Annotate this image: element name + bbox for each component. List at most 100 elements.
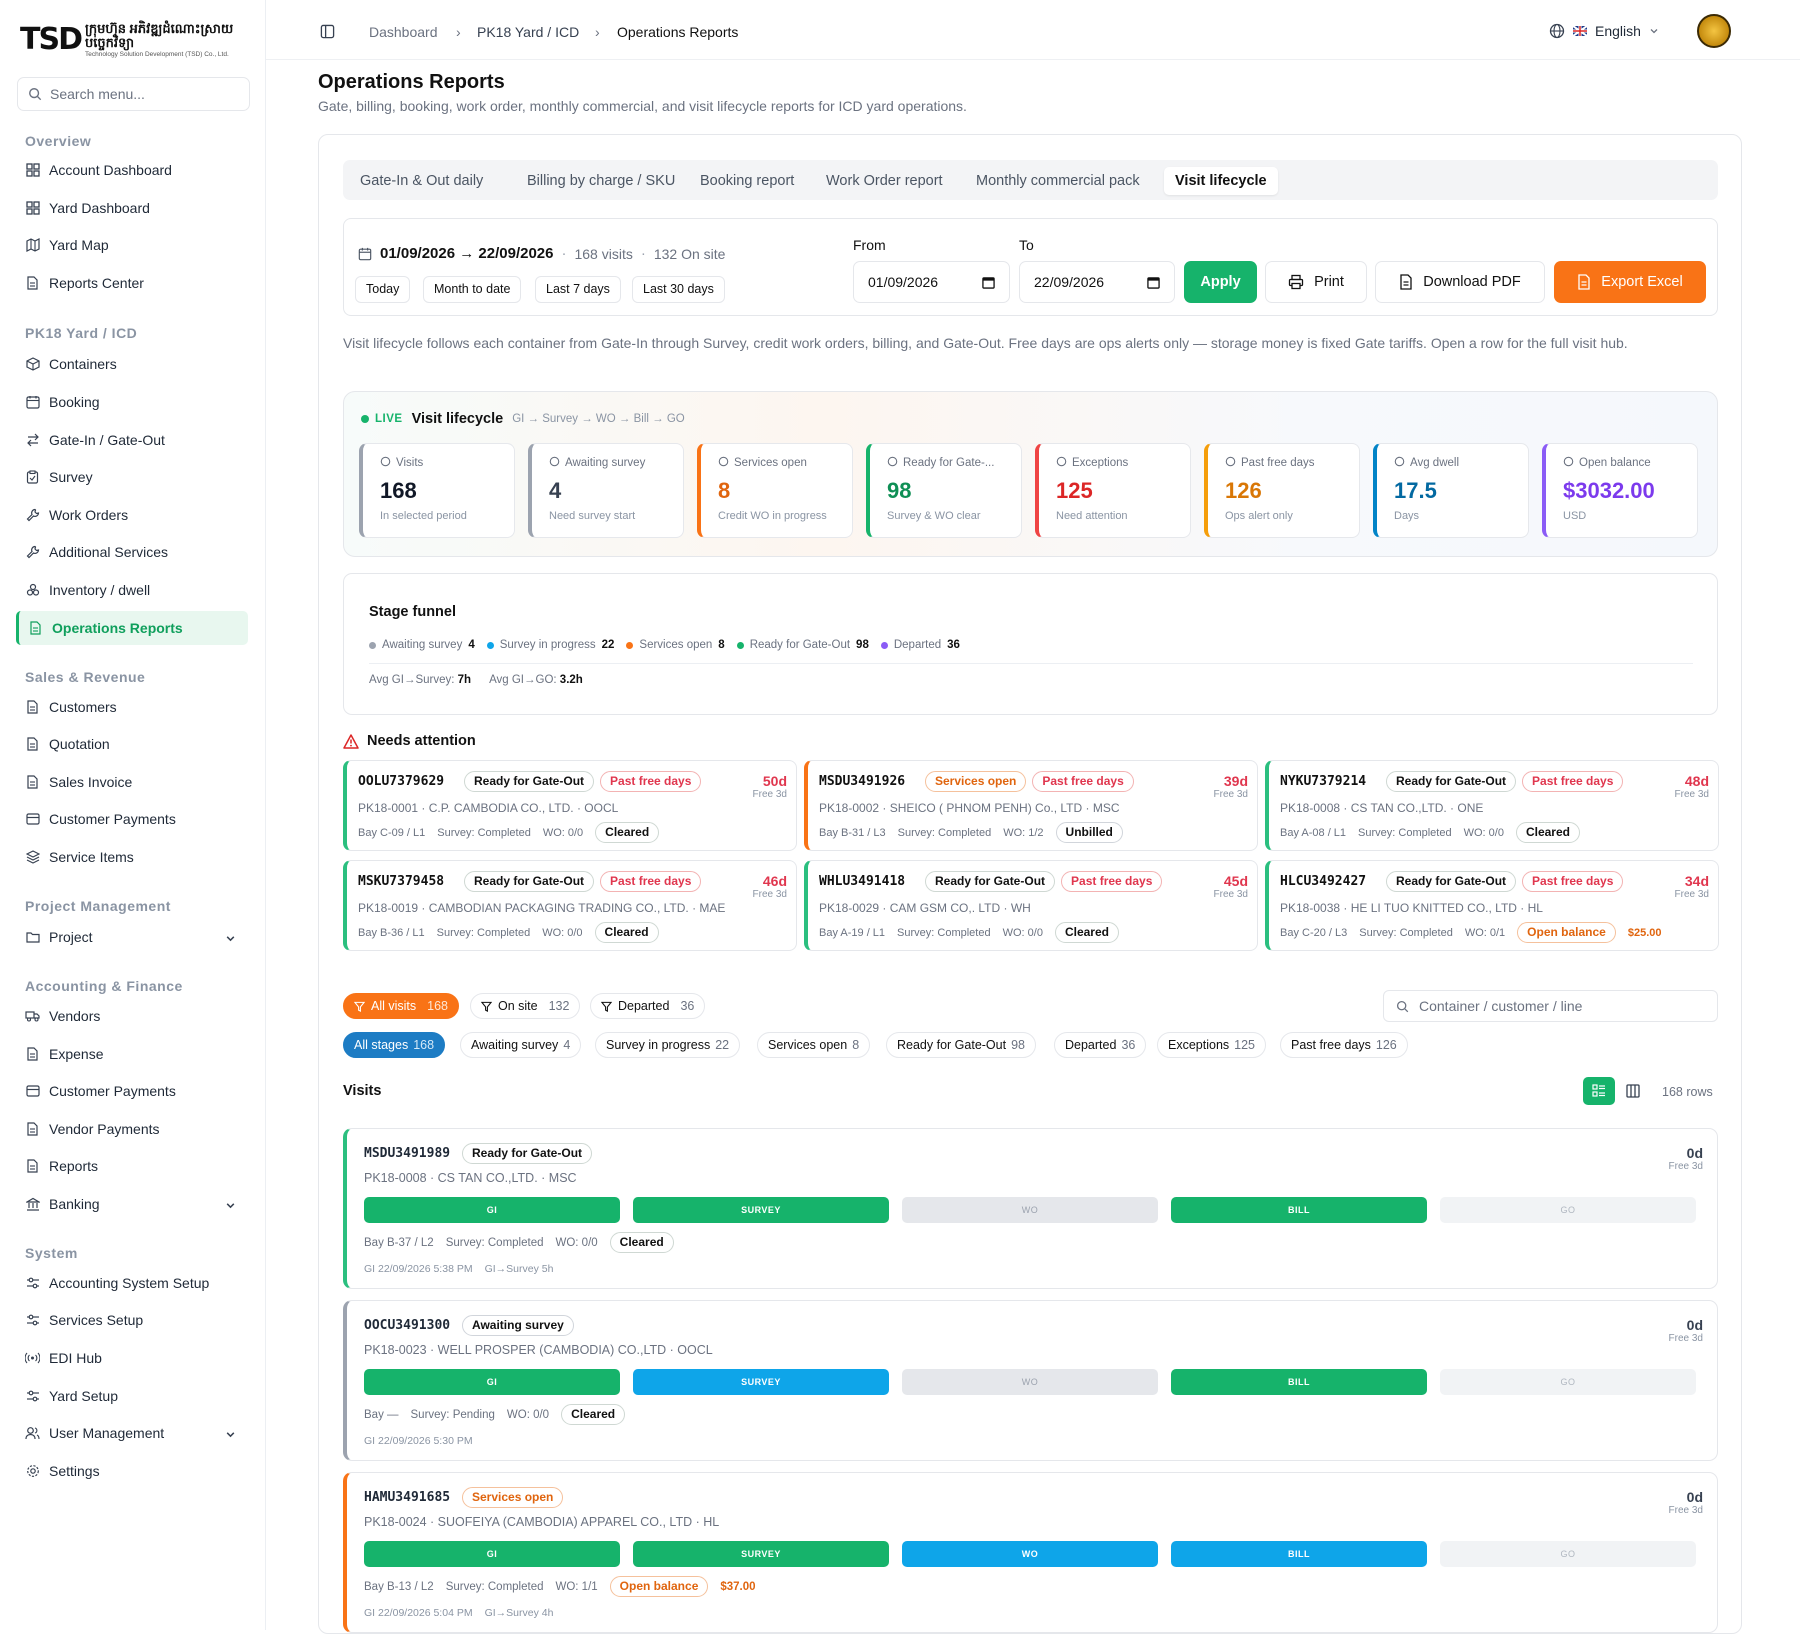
quick-range-today[interactable]: Today xyxy=(355,276,411,303)
sidebar-item-yard-dashboard[interactable]: Yard Dashboard xyxy=(16,191,248,225)
tab-visit-lifecycle[interactable]: Visit lifecycle xyxy=(1164,167,1278,195)
sidebar-item-reports[interactable]: Reports xyxy=(16,1149,248,1183)
tab-booking-report[interactable]: Booking report xyxy=(700,173,795,189)
visit-filter-all-visits[interactable]: All visits 168 xyxy=(343,993,460,1019)
stage-filter-all-stages[interactable]: All stages 168 xyxy=(343,1032,446,1058)
sidebar-item-label: Yard Setup xyxy=(49,1388,119,1404)
kpi-card-exceptions[interactable]: Exceptions 125 Need attention xyxy=(1035,443,1191,538)
stage-filter-services-open[interactable]: Services open 8 xyxy=(757,1032,871,1058)
tab-monthly-commercial-pack[interactable]: Monthly commercial pack xyxy=(976,173,1140,189)
tab-billing-by-charge[interactable]: Billing by charge / SKU xyxy=(527,173,676,189)
stage-filter-past-free-days[interactable]: Past free days 126 xyxy=(1280,1032,1408,1058)
stage-filter-awaiting-survey[interactable]: Awaiting survey 4 xyxy=(460,1032,582,1058)
visit-card[interactable]: OOCU3491300 Awaiting survey PK18-0023 · WE… xyxy=(343,1300,1718,1461)
language-label: English xyxy=(1595,23,1641,39)
column-view-toggle[interactable] xyxy=(1619,1077,1647,1105)
kpi-card-open-balance[interactable]: Open balance $3032.00 USD xyxy=(1542,443,1698,538)
sidebar-item-operations-reports[interactable]: Operations Reports xyxy=(16,611,248,645)
sidebar-item-vendors[interactable]: Vendors xyxy=(16,999,248,1033)
sidebar-item-inventory-dwell[interactable]: Inventory / dwell xyxy=(16,573,248,607)
kpi-card-avg-dwell[interactable]: Avg dwell 17.5 Days xyxy=(1373,443,1529,538)
sidebar-item-expense[interactable]: Expense xyxy=(16,1037,248,1071)
sidebar-item-customer-payments[interactable]: Customer Payments xyxy=(16,1074,248,1108)
attention-card[interactable]: NYKU7379214 Ready for Gate-Out Past free d… xyxy=(1265,760,1719,851)
kpi-card-visits[interactable]: Visits 168 In selected period xyxy=(359,443,515,538)
kpi-label: Services open xyxy=(734,457,807,469)
stage-bar-bill: BILL xyxy=(1171,1197,1427,1223)
language-selector[interactable]: English xyxy=(1549,23,1659,39)
from-date-input[interactable]: 01/09/2026 xyxy=(853,261,1010,303)
apply-button[interactable]: Apply xyxy=(1184,261,1257,303)
sidebar-item-accounting-system-setup[interactable]: Accounting System Setup xyxy=(16,1266,248,1300)
sidebar: TSD ក្រុមហ៊ុន អភិវឌ្ឍដំណោះស្រាយបច្ចេកវិទ… xyxy=(0,0,266,1630)
visit-card[interactable]: HAMU3491685 Services open PK18-0024 · SUOF… xyxy=(343,1472,1718,1633)
sidebar-item-customer-payments[interactable]: Customer Payments xyxy=(16,802,248,836)
card-view-toggle[interactable] xyxy=(1583,1077,1615,1105)
sidebar-item-quotation[interactable]: Quotation xyxy=(16,727,248,761)
funnel-dot-icon xyxy=(486,641,494,649)
gi-survey-delta: GI→Survey 4h xyxy=(484,1607,554,1619)
gate-in-timestamp-row: GI 22/09/2026 5:38 PM GI→Survey 5h xyxy=(364,1263,553,1275)
billing-badge: Cleared xyxy=(561,1404,626,1425)
menu-search-input[interactable]: Search menu... xyxy=(17,77,250,111)
sidebar-item-edi-hub[interactable]: EDI Hub xyxy=(16,1341,248,1375)
visits-title: Visits xyxy=(343,1083,382,1099)
filter-icon xyxy=(481,1001,492,1012)
quick-range-last-7-days[interactable]: Last 7 days xyxy=(535,276,621,303)
sidebar-item-additional-services[interactable]: Additional Services xyxy=(16,535,248,569)
attention-card[interactable]: OOLU7379629 Ready for Gate-Out Past free d… xyxy=(343,760,797,851)
kpi-card-services-open[interactable]: Services open 8 Credit WO in progress xyxy=(697,443,853,538)
sidebar-item-survey[interactable]: Survey xyxy=(16,460,248,494)
download-pdf-button[interactable]: Download PDF xyxy=(1375,261,1545,303)
kpi-card-past-free-days[interactable]: Past free days 126 Ops alert only xyxy=(1204,443,1360,538)
tab-gate-in-out-daily[interactable]: Gate-In & Out daily xyxy=(360,173,484,189)
sidebar-item-project[interactable]: Project xyxy=(16,920,248,954)
sidebar-item-gate-in-gate-out[interactable]: Gate-In / Gate-Out xyxy=(16,423,248,457)
sidebar-item-booking[interactable]: Booking xyxy=(16,385,248,419)
visit-search-input[interactable]: Container / customer / line xyxy=(1383,990,1718,1022)
sidebar-item-banking[interactable]: Banking xyxy=(16,1187,248,1221)
company-logo[interactable]: TSD ក្រុមហ៊ុន អភិវឌ្ឍដំណោះស្រាយបច្ចេកវិទ… xyxy=(20,21,265,58)
sidebar-item-account-dashboard[interactable]: Account Dashboard xyxy=(16,153,248,187)
sidebar-item-vendor-payments[interactable]: Vendor Payments xyxy=(16,1112,248,1146)
attention-card[interactable]: WHLU3491418 Ready for Gate-Out Past free d… xyxy=(804,860,1258,951)
attention-card[interactable]: MSDU3491926 Services open Past free days 39… xyxy=(804,760,1258,851)
sidebar-toggle-icon[interactable] xyxy=(320,24,335,39)
sidebar-item-yard-map[interactable]: Yard Map xyxy=(16,228,248,262)
swap-icon xyxy=(25,433,40,448)
sidebar-item-service-items[interactable]: Service Items xyxy=(16,840,248,874)
stage-filter-ready-for-gate-out[interactable]: Ready for Gate-Out 98 xyxy=(886,1032,1036,1058)
stage-filter-exceptions[interactable]: Exceptions 125 xyxy=(1157,1032,1267,1058)
stage-filter-survey-in-progress[interactable]: Survey in progress 22 xyxy=(595,1032,741,1058)
sidebar-item-customers[interactable]: Customers xyxy=(16,690,248,724)
sidebar-item-work-orders[interactable]: Work Orders xyxy=(16,498,248,532)
kpi-card-awaiting-survey[interactable]: Awaiting survey 4 Need survey start xyxy=(528,443,684,538)
container-icon xyxy=(380,456,391,470)
stage-filter-departed[interactable]: Departed 36 xyxy=(1054,1032,1147,1058)
breadcrumb-yard[interactable]: PK18 Yard / ICD xyxy=(477,24,580,40)
visit-card[interactable]: MSDU3491989 Ready for Gate-Out PK18-0008 ·… xyxy=(343,1128,1718,1289)
tab-work-order-report[interactable]: Work Order report xyxy=(826,173,943,189)
sidebar-item-containers[interactable]: Containers xyxy=(16,347,248,381)
sidebar-item-settings[interactable]: Settings xyxy=(16,1454,248,1488)
quick-range-month-to-date[interactable]: Month to date xyxy=(423,276,522,303)
export-excel-button[interactable]: Export Excel xyxy=(1554,261,1706,303)
kpi-card-ready-for-gate-out[interactable]: Ready for Gate-... 98 Survey & WO clear xyxy=(866,443,1022,538)
visit-filter-on-site[interactable]: On site 132 xyxy=(470,993,581,1019)
sidebar-item-user-management[interactable]: User Management xyxy=(16,1416,248,1450)
quick-range-last-30-days[interactable]: Last 30 days xyxy=(632,276,725,303)
sidebar-item-reports-center[interactable]: Reports Center xyxy=(16,266,248,300)
sidebar-item-services-setup[interactable]: Services Setup xyxy=(16,1303,248,1337)
to-date-input[interactable]: 22/09/2026 xyxy=(1019,261,1175,303)
sidebar-item-yard-setup[interactable]: Yard Setup xyxy=(16,1379,248,1413)
user-avatar[interactable] xyxy=(1697,14,1731,48)
calendar-icon[interactable] xyxy=(1147,276,1160,289)
print-button[interactable]: Print xyxy=(1265,261,1367,303)
visit-filter-departed[interactable]: Departed 36 xyxy=(590,993,706,1019)
sidebar-item-sales-invoice[interactable]: Sales Invoice xyxy=(16,765,248,799)
booking-customer-line: PK18-0002 · SHEICO ( PHNOM PENH) Co., LT… xyxy=(819,801,1120,815)
attention-card[interactable]: HLCU3492427 Ready for Gate-Out Past free d… xyxy=(1265,860,1719,951)
breadcrumb-dashboard[interactable]: Dashboard xyxy=(369,24,438,40)
calendar-icon[interactable] xyxy=(982,276,995,289)
attention-card[interactable]: MSKU7379458 Ready for Gate-Out Past free d… xyxy=(343,860,797,951)
